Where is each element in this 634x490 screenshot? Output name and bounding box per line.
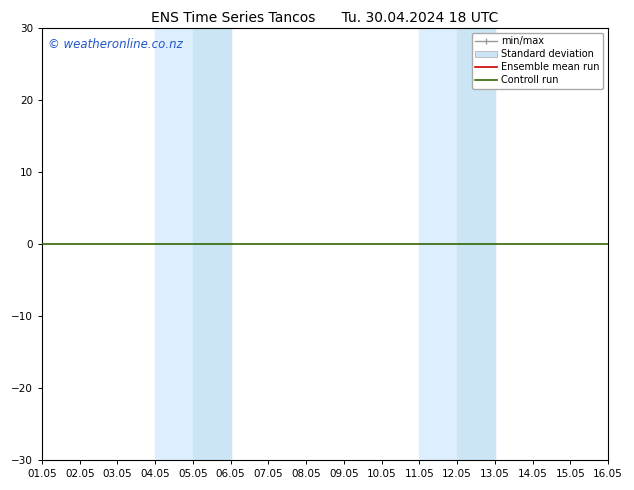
Bar <box>419 27 495 460</box>
Title: ENS Time Series Tancos      Tu. 30.04.2024 18 UTC: ENS Time Series Tancos Tu. 30.04.2024 18… <box>152 11 499 25</box>
Bar <box>155 27 231 460</box>
Bar <box>193 27 231 460</box>
Text: © weatheronline.co.nz: © weatheronline.co.nz <box>48 39 183 51</box>
Legend: min/max, Standard deviation, Ensemble mean run, Controll run: min/max, Standard deviation, Ensemble me… <box>472 32 603 89</box>
Bar <box>457 27 495 460</box>
